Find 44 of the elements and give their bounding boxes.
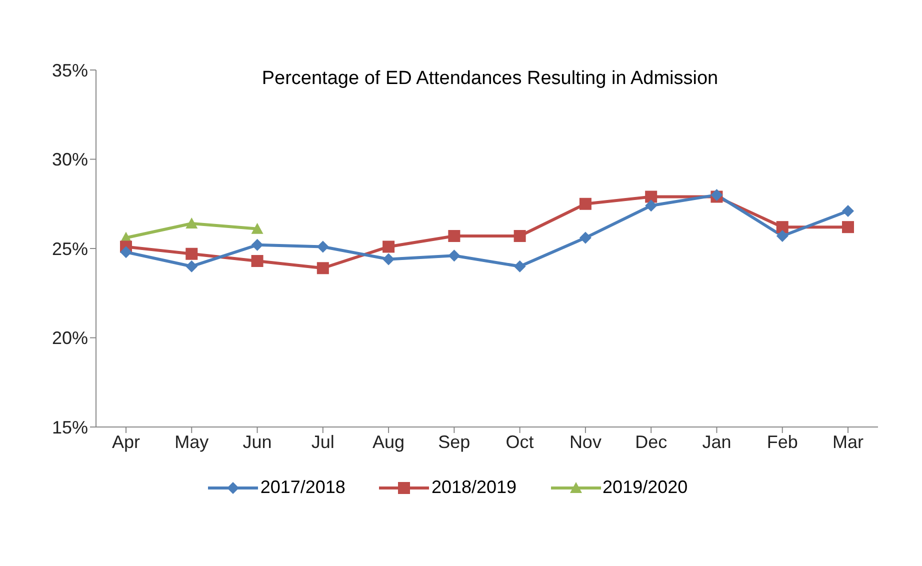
x-tick-label: May xyxy=(174,432,209,452)
point xyxy=(842,221,854,234)
y-tick-label: 15% xyxy=(52,417,88,438)
x-tick-label: Jun xyxy=(242,432,272,452)
point xyxy=(382,240,395,253)
point xyxy=(251,254,264,267)
legend-label: 2017/2018 xyxy=(260,477,346,498)
chart-title: Percentage of ED Attendances Resulting in Admission xyxy=(260,68,720,90)
x-tick-label: Feb xyxy=(766,432,798,452)
x-tick-label: Nov xyxy=(569,432,602,452)
point xyxy=(251,222,264,234)
x-tick-label: Mar xyxy=(832,432,864,452)
x-tick-label: Oct xyxy=(506,432,534,452)
legend-label: 2019/2020 xyxy=(602,477,688,498)
point xyxy=(842,205,854,218)
point xyxy=(316,240,329,253)
x-tick-label: Jul xyxy=(311,432,334,452)
point xyxy=(382,253,395,266)
x-tick-label: Dec xyxy=(635,432,668,452)
point xyxy=(316,262,329,274)
y-tick-label: 20% xyxy=(52,328,88,348)
y-tick-label: 25% xyxy=(52,238,88,259)
point xyxy=(186,248,198,260)
point xyxy=(514,230,526,242)
point xyxy=(645,190,658,203)
x-tick-label: Sep xyxy=(438,432,470,452)
point xyxy=(448,250,460,262)
point xyxy=(645,200,658,212)
point xyxy=(579,232,592,244)
point xyxy=(448,230,460,242)
legend-label: 2018/2019 xyxy=(431,477,517,498)
point xyxy=(776,230,788,242)
point xyxy=(186,260,198,272)
point xyxy=(120,246,132,258)
point xyxy=(186,218,198,229)
y-tick-label: 30% xyxy=(52,150,88,170)
x-tick-label: Jan xyxy=(702,432,732,452)
point xyxy=(579,198,592,210)
point xyxy=(514,260,526,272)
y-tick-label: 35% xyxy=(52,60,88,80)
x-tick-label: Apr xyxy=(112,432,140,452)
x-tick-label: Aug xyxy=(372,432,405,452)
point xyxy=(251,238,264,251)
point xyxy=(776,221,788,234)
